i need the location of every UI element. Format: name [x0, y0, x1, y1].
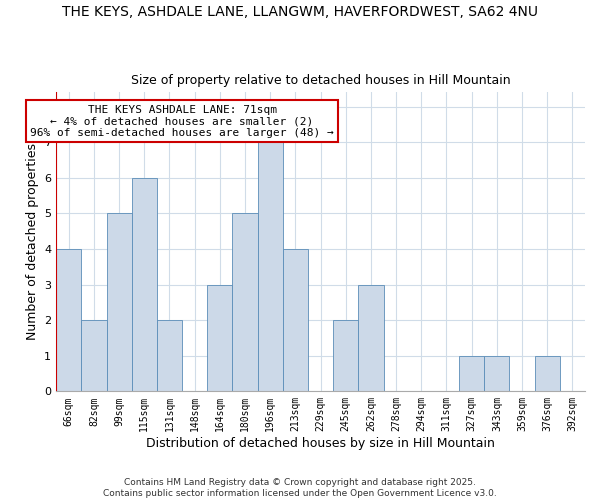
- Bar: [82, 320, 107, 392]
- Bar: [107, 214, 132, 392]
- Bar: [232, 214, 257, 392]
- X-axis label: Distribution of detached houses by size in Hill Mountain: Distribution of detached houses by size …: [146, 437, 495, 450]
- Bar: [484, 356, 509, 392]
- Bar: [358, 284, 383, 392]
- Bar: [56, 249, 82, 392]
- Bar: [207, 284, 232, 392]
- Bar: [333, 320, 358, 392]
- Bar: [535, 356, 560, 392]
- Bar: [132, 178, 157, 392]
- Bar: [283, 249, 308, 392]
- Bar: [459, 356, 484, 392]
- Title: Size of property relative to detached houses in Hill Mountain: Size of property relative to detached ho…: [131, 74, 511, 87]
- Bar: [157, 320, 182, 392]
- Y-axis label: Number of detached properties: Number of detached properties: [26, 144, 38, 340]
- Text: THE KEYS ASHDALE LANE: 71sqm
← 4% of detached houses are smaller (2)
96% of semi: THE KEYS ASHDALE LANE: 71sqm ← 4% of det…: [30, 105, 334, 138]
- Text: Contains HM Land Registry data © Crown copyright and database right 2025.
Contai: Contains HM Land Registry data © Crown c…: [103, 478, 497, 498]
- Bar: [257, 142, 283, 392]
- Text: THE KEYS, ASHDALE LANE, LLANGWM, HAVERFORDWEST, SA62 4NU: THE KEYS, ASHDALE LANE, LLANGWM, HAVERFO…: [62, 5, 538, 19]
